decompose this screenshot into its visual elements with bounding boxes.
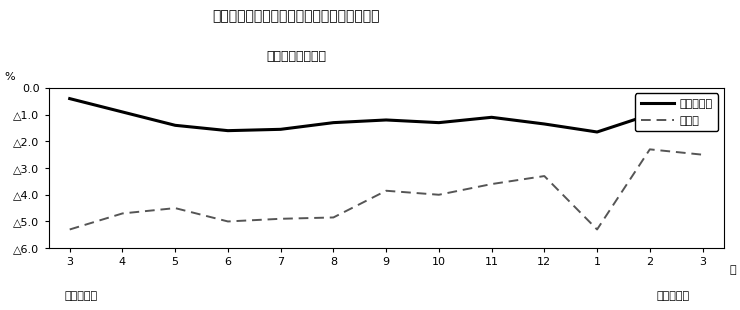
調査産業計 [540, 122, 549, 126]
Line: 調査産業計: 調査産業計 [70, 99, 702, 132]
製造業 [487, 182, 496, 186]
製造業 [698, 153, 707, 157]
製造業 [382, 189, 391, 193]
調査産業計 [434, 121, 443, 125]
製造業 [434, 193, 443, 197]
調査産業計 [698, 114, 707, 118]
Line: 製造業: 製造業 [70, 149, 702, 229]
製造業 [223, 219, 232, 223]
Text: 平成２２年: 平成２２年 [657, 291, 690, 301]
製造業 [329, 215, 338, 219]
Text: 月: 月 [729, 265, 736, 275]
調査産業計 [118, 110, 127, 114]
Text: 第３図　常用雇用指数　対前年同月比の推移: 第３図 常用雇用指数 対前年同月比の推移 [212, 9, 380, 23]
調査産業計 [329, 121, 338, 125]
Text: （規模５人以上）: （規模５人以上） [266, 50, 326, 63]
Text: 平成２１年: 平成２１年 [65, 291, 98, 301]
製造業 [276, 217, 285, 221]
Text: %: % [4, 72, 15, 82]
製造業 [540, 174, 549, 178]
調査産業計 [65, 97, 74, 100]
製造業 [118, 212, 127, 215]
製造業 [65, 228, 74, 231]
Legend: 調査産業計, 製造業: 調査産業計, 製造業 [635, 94, 718, 131]
製造業 [645, 148, 654, 151]
調査産業計 [487, 115, 496, 119]
調査産業計 [171, 123, 180, 127]
調査産業計 [382, 118, 391, 122]
調査産業計 [645, 113, 654, 117]
調査産業計 [593, 130, 602, 134]
製造業 [593, 228, 602, 231]
調査産業計 [223, 129, 232, 132]
調査産業計 [276, 127, 285, 131]
製造業 [171, 206, 180, 210]
